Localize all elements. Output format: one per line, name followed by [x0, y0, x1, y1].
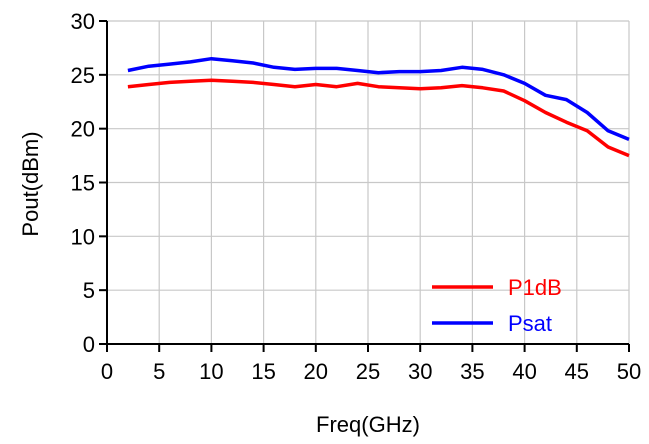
- x-tick-label: 50: [617, 359, 641, 384]
- y-tick-label: 10: [71, 224, 95, 249]
- x-tick-label: 45: [565, 359, 589, 384]
- y-tick-label: 15: [71, 171, 95, 196]
- y-tick-label: 25: [71, 63, 95, 88]
- y-axis-label: Pout(dBm): [18, 131, 43, 236]
- series-lines: [127, 56, 630, 158]
- x-tick-label: 15: [251, 359, 275, 384]
- x-tick-label: 40: [512, 359, 536, 384]
- x-tick-label: 35: [460, 359, 484, 384]
- legend-label-psat: Psat: [508, 311, 552, 336]
- x-tick-label: 10: [199, 359, 223, 384]
- series-line-p1db: [127, 78, 630, 158]
- y-tick-label: 30: [71, 9, 95, 34]
- x-tick-label: 20: [304, 359, 328, 384]
- x-tick-label: 5: [153, 359, 165, 384]
- x-tick-label: 0: [101, 359, 113, 384]
- x-tick-label: 25: [356, 359, 380, 384]
- x-tick-label: 30: [408, 359, 432, 384]
- y-tick-label: 0: [83, 332, 95, 357]
- y-tick-label: 5: [83, 278, 95, 303]
- series-line-psat: [127, 56, 630, 142]
- y-tick-label: 20: [71, 117, 95, 142]
- legend-label-p1db: P1dB: [508, 275, 562, 300]
- ticks: 0 5 10 15 20 25 30 0 5 10 15 20 25 30 35 40 45 50: [71, 9, 642, 384]
- legend: P1dB Psat: [432, 275, 562, 336]
- x-axis-label: Freq(GHz): [316, 412, 420, 437]
